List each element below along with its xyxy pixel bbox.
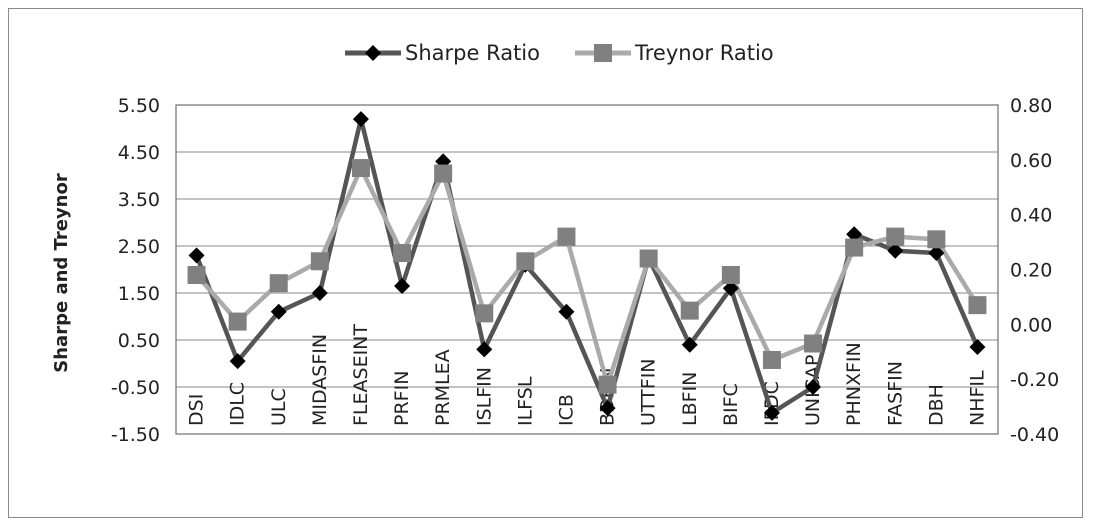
x-tick-label: ISLFIN [473, 367, 495, 426]
x-axis: DSI IDLC ULC MIDASFIN FLEASEINT PRFIN PRMLEA IS… [186, 324, 989, 426]
treynor-ratio-point [845, 238, 864, 257]
sharpe-ratio-point [188, 247, 205, 264]
treynor-ratio-point [804, 334, 823, 353]
sharpe-ratio-point [476, 341, 493, 358]
x-tick-label: FASFIN [884, 361, 906, 426]
treynor-ratio-point [680, 301, 699, 320]
plot-area [175, 104, 999, 435]
x-tick-label: UTTFIN [638, 358, 660, 426]
sharpe-ratio-point [722, 280, 739, 297]
left-axis: 5.50 4.50 3.50 2.50 1.50 0.50 -0.50 -1.50 [111, 95, 160, 446]
x-tick-label: ILFSL [514, 376, 536, 426]
x-tick-label: NHFIL [966, 370, 988, 426]
left-tick-label: -0.50 [111, 377, 160, 399]
right-tick-label: 0.40 [1010, 205, 1052, 227]
sharpe-ratio-point [599, 400, 616, 417]
right-tick-label: 0.00 [1010, 314, 1052, 336]
treynor-ratio-point [351, 159, 370, 178]
right-tick-label: -0.20 [1010, 369, 1059, 391]
x-tick-label: PHNXFIN [843, 342, 865, 426]
left-tick-label: 4.50 [118, 142, 160, 164]
gridlines [176, 151, 998, 388]
treynor-ratio-point [393, 244, 412, 263]
legend-sharpe-label: Sharpe Ratio [405, 41, 540, 65]
treynor-ratio-point [721, 265, 740, 284]
right-tick-label: 0.80 [1010, 95, 1052, 117]
sharpe-ratio-point [805, 379, 822, 395]
x-tick-label: IDLC [227, 382, 249, 426]
treynor-ratio-point [968, 296, 987, 315]
treynor-ratio-point [762, 350, 781, 369]
x-tick-label: LBFIN [679, 372, 701, 426]
sharpe-ratio-point [394, 277, 411, 294]
sharpe-ratio-point [846, 226, 863, 243]
sharpe-ratio-point [558, 303, 575, 320]
treynor-ratio-point [187, 265, 206, 284]
treynor-ratio-point [516, 252, 535, 271]
x-tick-label: MIDASFIN [309, 334, 331, 426]
x-tick-label: PRMLEA [432, 349, 454, 426]
series-layer [187, 111, 987, 421]
sharpe-ratio-point [270, 303, 287, 320]
x-tick-label: BIFC [720, 383, 742, 426]
right-tick-label: 0.60 [1010, 150, 1052, 172]
right-tick-label: 0.20 [1010, 260, 1052, 282]
treynor-ratio-point [927, 230, 946, 249]
x-tick-label: DSI [186, 394, 208, 426]
sharpe-ratio-point [681, 336, 698, 353]
sharpe-ratio-point [887, 242, 904, 259]
sharpe-ratio-point [311, 285, 328, 301]
treynor-ratio-point [886, 227, 905, 246]
legend-treynor-marker [594, 44, 612, 62]
legend: Sharpe Ratio Treynor Ratio [345, 41, 774, 65]
left-tick-label: 2.50 [118, 236, 160, 258]
treynor-ratio-point [269, 274, 288, 293]
treynor-ratio-point [475, 304, 494, 323]
sharpe-ratio-point [352, 111, 369, 128]
right-axis: 0.80 0.60 0.40 0.20 0.00 -0.20 -0.40 [1010, 95, 1059, 446]
chart-svg: 5.504.503.502.501.500.50-0.50-1.50 0.800… [51, 41, 1059, 446]
treynor-ratio-point [228, 312, 247, 331]
sharpe-ratio-point [229, 353, 246, 370]
x-tick-label: DBH [925, 384, 947, 426]
treynor-ratio-point [434, 164, 453, 183]
legend-sharpe-marker [365, 45, 381, 61]
treynor-ratio-point [598, 375, 617, 394]
y-axis-title: Sharpe and Treynor [51, 173, 72, 373]
right-tick-label: -0.40 [1010, 424, 1059, 446]
left-tick-label: 3.50 [118, 189, 160, 211]
x-tick-label: ICB [555, 394, 577, 426]
chart-frame: 5.50 4.50 3.50 2.50 1.50 0.50 -0.50 -1.50 0.80 0… [8, 8, 1083, 518]
treynor-ratio-point [310, 252, 329, 271]
treynor-ratio-point [557, 227, 576, 246]
treynor-ratio-point [639, 249, 658, 268]
left-tick-label: -1.50 [111, 424, 160, 446]
left-tick-label: 0.50 [118, 330, 160, 352]
treynor-ratio-line [194, 165, 980, 387]
sharpe-ratio-point [763, 404, 780, 421]
x-tick-label: ULC [268, 388, 290, 426]
left-tick-label: 1.50 [118, 283, 160, 305]
left-tick-label: 5.50 [118, 95, 160, 117]
x-tick-label: FLEASEINT [350, 324, 372, 426]
sharpe-ratio-point [969, 339, 986, 356]
legend-treynor-label: Treynor Ratio [634, 41, 774, 65]
sharpe-ratio-point [928, 245, 945, 262]
x-tick-label: PRFIN [391, 371, 413, 426]
